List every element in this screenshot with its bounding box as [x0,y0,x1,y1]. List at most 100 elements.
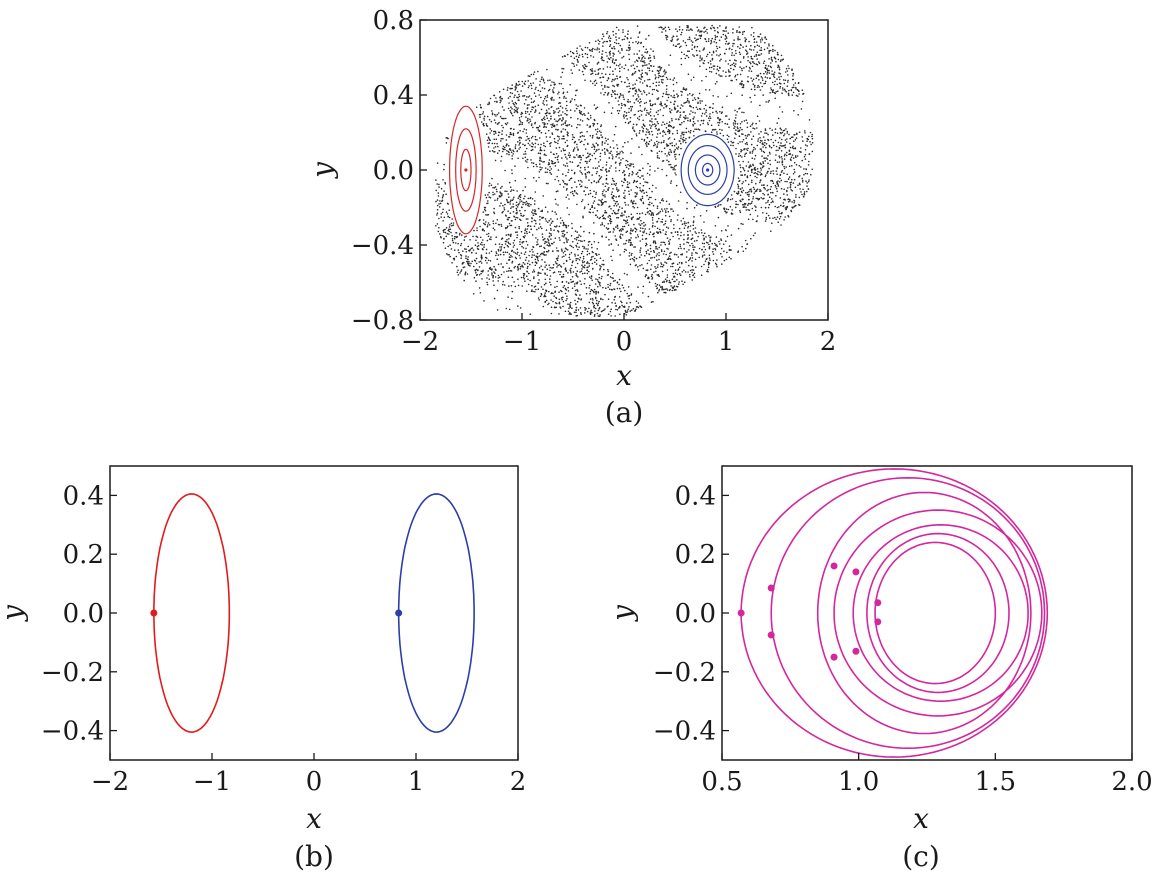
chaotic-point [468,260,470,263]
chaotic-point [640,78,642,81]
chaotic-point [588,179,590,181]
chaotic-point [692,41,694,43]
chaotic-point [530,137,533,139]
chaotic-point [496,113,499,116]
chaotic-point [759,82,762,84]
chaotic-point [748,70,750,72]
chaotic-point [709,27,712,29]
chaotic-point [547,241,549,243]
chaotic-point [515,106,517,109]
chaotic-point [719,243,721,245]
chaotic-point [681,131,683,134]
chaotic-point [528,254,530,257]
chaotic-point [703,107,705,110]
chaotic-point [613,183,615,185]
chaotic-point [598,217,600,220]
chaotic-point [531,248,533,251]
chaotic-point [782,145,784,147]
chaotic-point [608,86,610,89]
chaotic-point [737,155,740,157]
chaotic-point [582,65,584,67]
chaotic-point [511,87,513,90]
chaotic-point [733,64,736,67]
chaotic-point [673,138,676,140]
chaotic-point [524,229,526,232]
chaotic-point [524,235,526,237]
chaotic-point [697,29,700,31]
chaotic-point [718,118,721,121]
chaotic-point [609,231,612,233]
chaotic-point [438,226,440,229]
chaotic-point [524,80,527,83]
chaotic-point [656,283,659,286]
chaotic-point [614,302,617,305]
chaotic-point [524,259,527,261]
chaotic-point [473,276,476,279]
chaotic-point [645,242,647,245]
chaotic-point [577,236,579,238]
chaotic-point [758,45,760,47]
chaotic-point [460,242,463,245]
chaotic-point [610,315,612,317]
chaotic-point [536,228,538,231]
chaotic-point [571,169,573,172]
chaotic-point [783,88,786,91]
chaotic-point [627,141,629,143]
chaotic-point [642,127,645,130]
chaotic-point [436,199,439,201]
chaotic-point [629,46,631,49]
chaotic-point [532,82,535,84]
chaotic-point [721,129,723,131]
chaotic-point [721,106,724,108]
chaotic-point [696,239,698,242]
chaotic-point [566,240,568,242]
chaotic-point [637,236,640,238]
chaotic-point [591,246,593,249]
chaotic-point [588,262,590,265]
chaotic-point [576,236,578,239]
chaotic-point [512,132,515,135]
chaotic-point [651,216,654,219]
chaotic-point [549,281,551,284]
chaotic-point [774,128,777,130]
chaotic-point [726,235,729,238]
chaotic-point [668,151,670,154]
chaotic-point [676,279,678,281]
chaotic-point [659,69,661,72]
chaotic-point [597,39,599,41]
chaotic-point [770,201,772,204]
chaotic-point [748,195,750,197]
chaotic-point [675,285,678,288]
chaotic-point [695,106,698,109]
chaotic-point [539,149,541,152]
chaotic-point [488,224,491,226]
chaotic-point [760,197,762,199]
chaotic-point [689,120,692,122]
chaotic-point [734,50,737,52]
chaotic-point [795,164,798,166]
chaotic-point [706,32,709,34]
chaotic-point [607,283,609,286]
chaotic-point [622,228,624,230]
chaotic-point [577,309,580,311]
chaotic-point [670,95,672,97]
chaotic-point [751,168,753,171]
chaotic-point [662,135,664,137]
chaotic-point [656,121,659,123]
chaotic-point [480,113,482,116]
chaotic-point [668,93,670,96]
chaotic-point [750,143,753,146]
chaotic-point [466,260,469,263]
chaotic-point [709,115,711,118]
chaotic-point [692,120,695,123]
chaotic-point [487,146,490,148]
chaotic-point [629,244,632,246]
chaotic-point [678,227,681,230]
chaotic-point [630,109,632,112]
chaotic-point [516,96,518,99]
chaotic-point [644,107,646,110]
chaotic-point [752,149,755,151]
chaotic-point [642,175,644,177]
chaotic-point [451,237,454,240]
chaotic-point [662,130,665,132]
